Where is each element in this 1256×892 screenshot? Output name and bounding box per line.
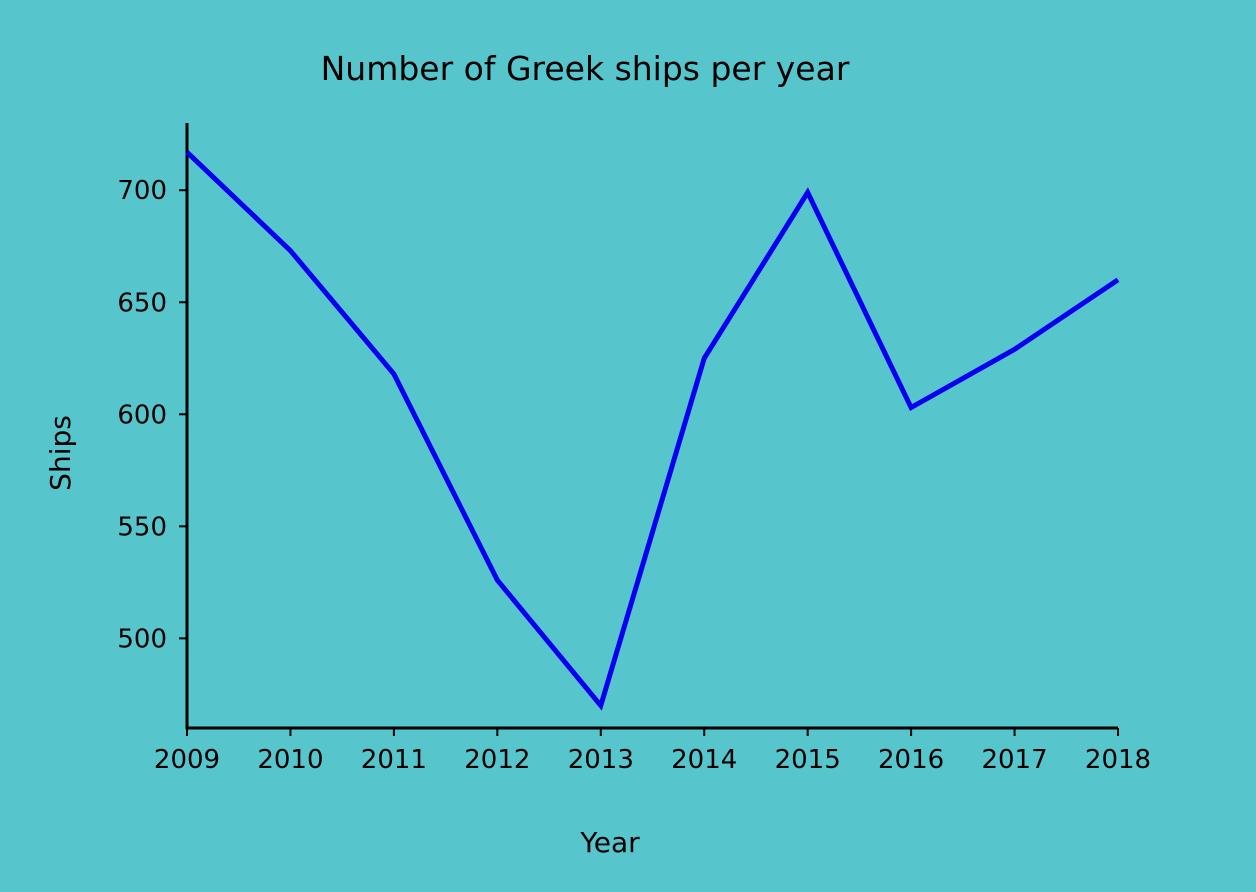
- x-tick-label: 2016: [878, 745, 944, 775]
- x-axis-label: Year: [579, 826, 640, 859]
- x-tick-label: 2018: [1085, 745, 1151, 775]
- x-tick-label: 2014: [671, 745, 737, 775]
- y-tick-label: 500: [117, 624, 167, 654]
- x-tick-label: 2017: [981, 745, 1047, 775]
- y-tick-label: 600: [117, 400, 167, 430]
- y-tick-label: 550: [117, 512, 167, 542]
- series-line: [185, 150, 1120, 711]
- x-tick-label: 2009: [154, 745, 220, 775]
- y-axis-label: Ships: [44, 415, 77, 491]
- y-tick-label: 700: [117, 176, 167, 206]
- chart-title: Number of Greek ships per year: [321, 49, 850, 88]
- x-ticks: 2009 2010 2011 2012 2013 2014 2015 2016 2017 2018: [154, 728, 1151, 775]
- axes: [185, 123, 1118, 730]
- x-tick-label: 2012: [464, 745, 530, 775]
- y-tick-label: 650: [117, 288, 167, 318]
- x-tick-label: 2010: [257, 745, 323, 775]
- x-tick-label: 2013: [568, 745, 634, 775]
- x-tick-label: 2011: [361, 745, 427, 775]
- y-ticks: 500 550 600 650 700: [117, 176, 187, 654]
- x-tick-label: 2015: [775, 745, 841, 775]
- series-group: [185, 150, 1120, 711]
